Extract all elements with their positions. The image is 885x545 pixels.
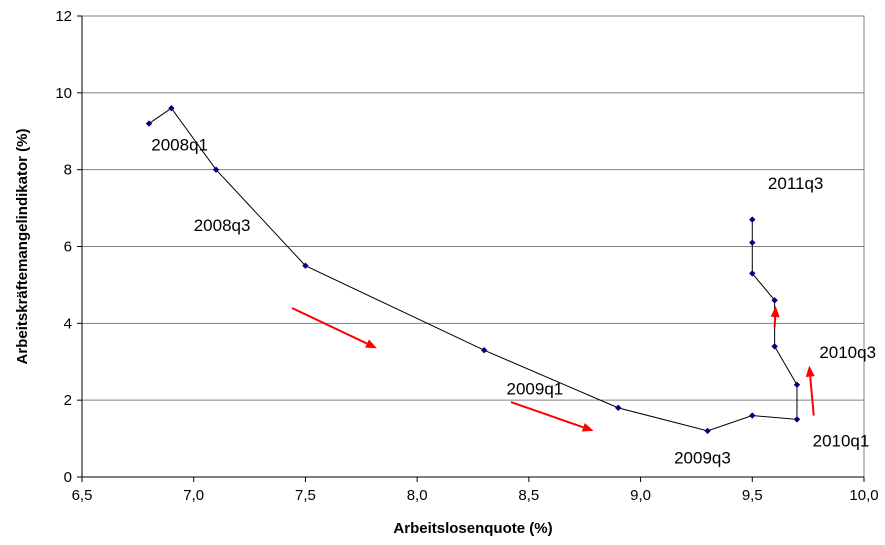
y-tick-label: 6 <box>64 239 72 256</box>
data-point <box>771 343 778 350</box>
arrow-head <box>581 423 594 432</box>
annotation-label: 2009q3 <box>674 449 731 468</box>
x-tick-label: 8,0 <box>407 487 428 504</box>
arrow-shaft <box>773 316 777 328</box>
y-tick-label: 0 <box>64 469 72 486</box>
y-tick-label: 8 <box>64 162 72 179</box>
arrow-head <box>770 306 780 318</box>
y-tick-label: 10 <box>55 85 72 102</box>
data-point <box>704 427 711 435</box>
x-tick-label: 7,0 <box>183 487 204 504</box>
data-point <box>771 297 778 304</box>
x-tick-label: 9,0 <box>630 487 651 504</box>
arrow-shaft <box>510 401 584 429</box>
data-point <box>793 416 801 423</box>
y-tick-label: 12 <box>55 8 72 25</box>
trend-arrow <box>510 401 594 432</box>
y-tick-label: 4 <box>64 315 72 332</box>
x-axis: 6,5 7,0 7,5 8,0 8,5 9,0 9,5 10,0 <box>72 476 879 504</box>
annotation-label: 2011q3 <box>768 174 823 193</box>
arrow-head <box>805 365 815 377</box>
trend-arrow <box>291 307 377 349</box>
x-tick-label: 10,0 <box>849 487 878 504</box>
arrow-head <box>365 339 377 349</box>
trend-arrows <box>291 306 815 432</box>
y-axis-title: Arbeitskräftemangelindikator (%) <box>14 129 31 365</box>
annotation-label: 2010q3 <box>819 343 876 362</box>
x-tick-label: 6,5 <box>72 487 93 504</box>
annotation-label: 2008q1 <box>151 135 208 154</box>
data-point <box>302 262 309 269</box>
data-point <box>749 239 756 246</box>
arrow-shaft <box>291 307 368 345</box>
data-point <box>793 381 801 388</box>
annotation-label: 2009q1 <box>507 379 564 398</box>
data-point <box>168 105 175 112</box>
x-axis-title: Arbeitslosenquote (%) <box>393 520 552 537</box>
annotation-label: 2010q1 <box>813 431 870 450</box>
arrow-shaft <box>809 376 815 416</box>
x-tick-label: 9,5 <box>742 487 763 504</box>
x-tick-label: 7,5 <box>295 487 316 504</box>
data-point <box>749 216 756 223</box>
series-line <box>148 107 798 432</box>
y-axis: 0 2 4 6 8 10 12 <box>55 8 83 486</box>
series-polyline <box>148 107 798 432</box>
trend-arrow <box>770 306 780 328</box>
data-point <box>749 270 756 277</box>
y-tick-label: 2 <box>64 392 72 409</box>
data-point <box>212 166 220 173</box>
annotation-label: 2008q3 <box>194 216 251 235</box>
data-point <box>615 404 622 412</box>
trend-arrow <box>805 365 815 416</box>
annotations: 2008q1 2008q3 2009q1 2009q3 2010q1 2010q3 2011… <box>151 135 876 467</box>
series-points <box>145 105 801 435</box>
x-tick-label: 8,5 <box>518 487 539 504</box>
data-point <box>145 120 153 127</box>
data-point <box>749 412 756 419</box>
gridlines <box>82 15 864 401</box>
data-point <box>480 347 488 354</box>
